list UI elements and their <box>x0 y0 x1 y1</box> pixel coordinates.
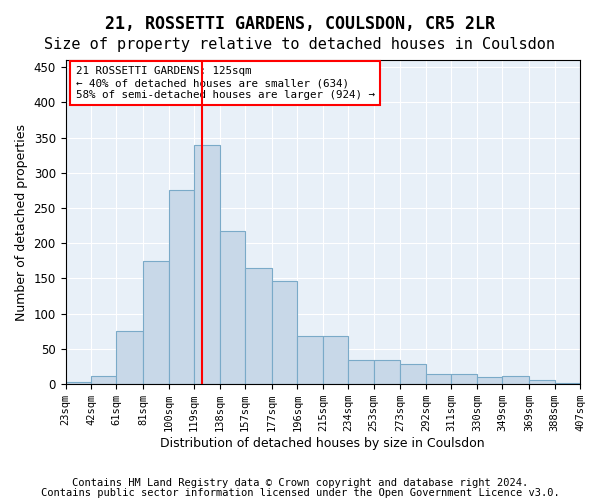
Bar <box>169 190 194 384</box>
Bar <box>272 280 298 384</box>
Bar <box>451 374 477 384</box>
Bar <box>91 376 116 384</box>
Bar <box>374 360 400 384</box>
Bar <box>529 380 554 384</box>
X-axis label: Distribution of detached houses by size in Coulsdon: Distribution of detached houses by size … <box>160 437 485 450</box>
Bar <box>426 374 451 384</box>
Text: 21 ROSSETTI GARDENS: 125sqm
← 40% of detached houses are smaller (634)
58% of se: 21 ROSSETTI GARDENS: 125sqm ← 40% of det… <box>76 66 375 100</box>
Bar <box>348 360 374 384</box>
Bar <box>400 364 426 384</box>
Bar <box>143 261 169 384</box>
Text: 21, ROSSETTI GARDENS, COULSDON, CR5 2LR: 21, ROSSETTI GARDENS, COULSDON, CR5 2LR <box>105 15 495 33</box>
Bar <box>65 382 91 384</box>
Bar <box>220 230 245 384</box>
Bar <box>298 336 323 384</box>
Y-axis label: Number of detached properties: Number of detached properties <box>15 124 28 320</box>
Bar <box>194 144 220 384</box>
Bar <box>502 376 529 384</box>
Text: Contains public sector information licensed under the Open Government Licence v3: Contains public sector information licen… <box>41 488 559 498</box>
Text: Contains HM Land Registry data © Crown copyright and database right 2024.: Contains HM Land Registry data © Crown c… <box>72 478 528 488</box>
Bar <box>116 332 143 384</box>
Bar <box>245 268 272 384</box>
Text: Size of property relative to detached houses in Coulsdon: Size of property relative to detached ho… <box>44 38 556 52</box>
Bar <box>477 377 502 384</box>
Bar <box>554 383 580 384</box>
Bar <box>323 336 348 384</box>
